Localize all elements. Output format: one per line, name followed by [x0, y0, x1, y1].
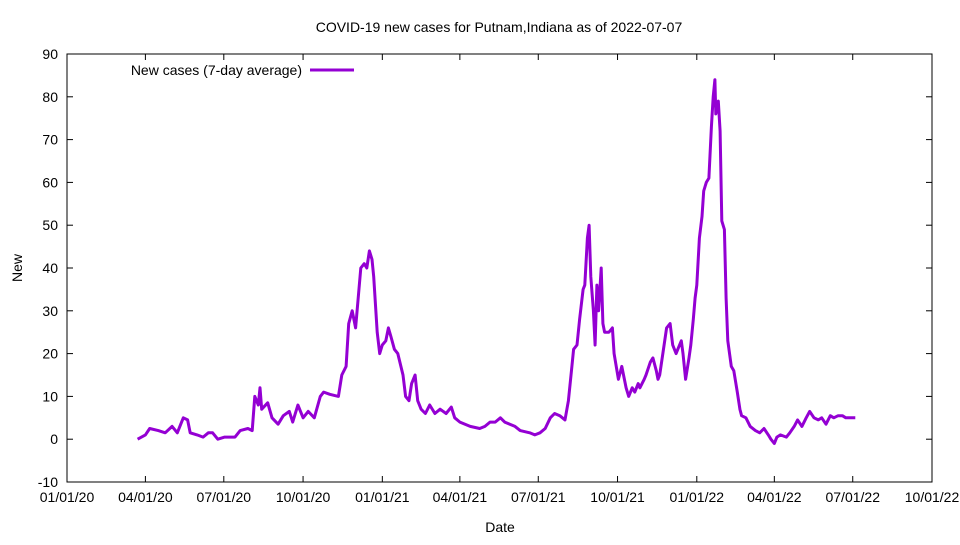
legend: New cases (7-day average): [131, 62, 354, 78]
y-tick-label: 60: [42, 174, 58, 190]
x-tick-label: 10/01/22: [905, 489, 960, 505]
y-axis-label: New: [9, 253, 25, 282]
x-tick-label: 07/01/20: [197, 489, 252, 505]
x-tick-label: 01/01/21: [355, 489, 410, 505]
y-tick-label: 70: [42, 132, 58, 148]
x-tick-label: 07/01/22: [825, 489, 880, 505]
x-tick-label: 04/01/21: [433, 489, 488, 505]
y-tick-label: 90: [42, 46, 58, 62]
y-tick-label: 20: [42, 346, 58, 362]
x-tick-label: 10/01/20: [276, 489, 331, 505]
y-tick-label: 80: [42, 89, 58, 105]
x-tick-label: 04/01/22: [747, 489, 802, 505]
y-tick-label: 10: [42, 388, 58, 404]
y-tick-label: -10: [38, 474, 58, 490]
x-tick-label: 01/01/22: [670, 489, 725, 505]
y-tick-label: 0: [50, 431, 58, 447]
x-axis-label: Date: [485, 519, 515, 535]
legend-label: New cases (7-day average): [131, 62, 302, 78]
x-tick-label: 04/01/20: [118, 489, 173, 505]
x-tick-label: 01/01/20: [40, 489, 95, 505]
chart-title: COVID-19 new cases for Putnam,Indiana as…: [316, 19, 683, 35]
series-line-new-cases: [136, 78, 856, 445]
y-tick-label: 30: [42, 303, 58, 319]
y-tick-label: 50: [42, 217, 58, 233]
x-tick-label: 07/01/21: [511, 489, 566, 505]
plot-border: [66, 53, 933, 483]
x-tick-label: 10/01/21: [590, 489, 645, 505]
y-tick-label: 40: [42, 260, 58, 276]
